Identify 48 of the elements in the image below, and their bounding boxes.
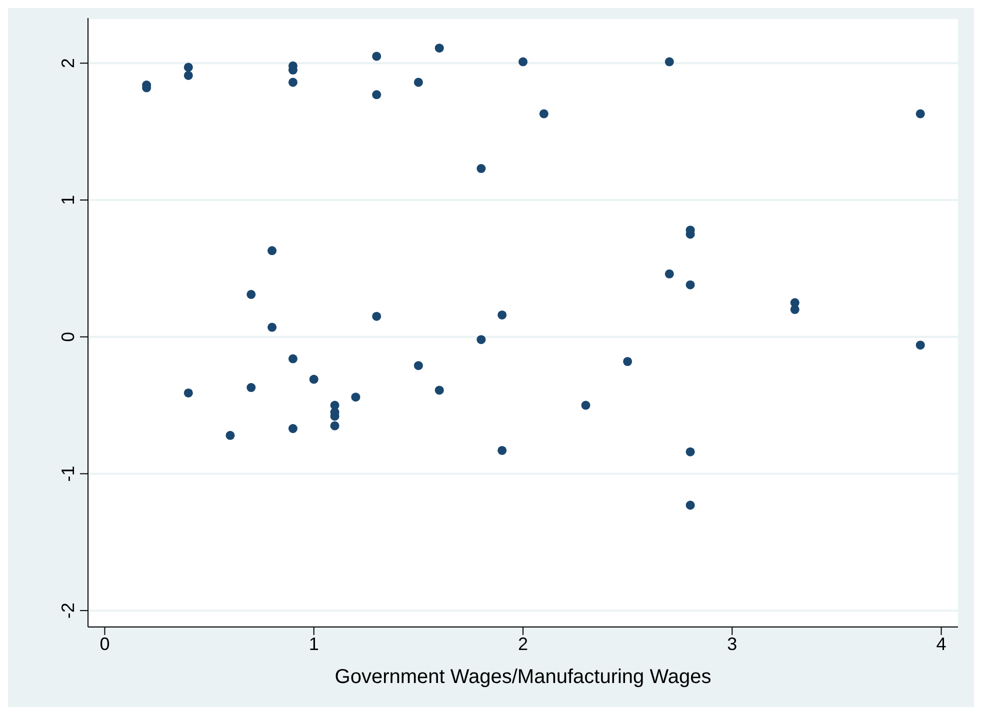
point: [916, 109, 925, 118]
point: [476, 335, 486, 344]
point: [414, 361, 423, 370]
y-tick-label: -2: [58, 602, 78, 619]
y-tick-label: 0: [58, 332, 78, 342]
point: [184, 62, 193, 72]
point: [498, 310, 507, 320]
point: [246, 290, 256, 299]
x-tick-label: 4: [936, 634, 946, 654]
point: [372, 52, 382, 61]
point: [790, 304, 800, 314]
point: [539, 109, 548, 118]
x-axis-title: Government Wages/Manufacturing Wages: [334, 666, 712, 688]
point: [351, 392, 360, 402]
point: [686, 500, 695, 510]
point: [372, 90, 382, 100]
y-tick-label: 2: [58, 58, 78, 68]
point: [623, 357, 632, 366]
point: [184, 388, 193, 398]
point: [916, 340, 925, 350]
point: [309, 374, 318, 384]
point: [226, 430, 235, 440]
point: [414, 78, 423, 87]
point: [686, 447, 695, 456]
point: [476, 164, 486, 174]
point: [288, 78, 298, 87]
x-tick-label: 0: [100, 634, 110, 654]
x-tick-label: 1: [308, 634, 319, 654]
x-tick-label: 3: [727, 634, 738, 654]
point: [581, 400, 590, 410]
point: [664, 57, 674, 66]
point: [434, 44, 444, 53]
point: [184, 70, 193, 80]
point: [330, 421, 340, 430]
x-tick-label: 2: [518, 634, 528, 654]
point: [686, 280, 695, 290]
point: [498, 446, 507, 455]
point: [246, 383, 256, 392]
point: [268, 246, 277, 256]
point: [518, 57, 528, 66]
y-tick-label: 1: [58, 195, 78, 206]
point: [268, 322, 277, 332]
point: [434, 386, 444, 395]
point: [664, 269, 674, 278]
point: [288, 424, 298, 434]
y-tick-label: -1: [58, 466, 78, 482]
point: [288, 354, 298, 364]
point: [372, 312, 382, 321]
